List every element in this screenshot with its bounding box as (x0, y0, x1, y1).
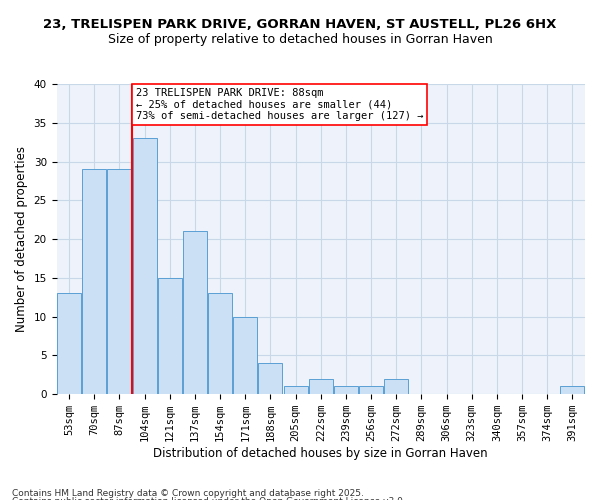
Bar (208, 294, 232, 394)
Bar (359, 386, 383, 394)
Y-axis label: Number of detached properties: Number of detached properties (15, 146, 28, 332)
Bar (183, 232, 207, 394)
Bar (158, 278, 182, 394)
Bar (309, 378, 333, 394)
Text: Contains public sector information licensed under the Open Government Licence v3: Contains public sector information licen… (12, 497, 406, 500)
Bar (334, 386, 358, 394)
Text: Size of property relative to detached houses in Gorran Haven: Size of property relative to detached ho… (107, 32, 493, 46)
Bar (385, 378, 408, 394)
Text: 23, TRELISPEN PARK DRIVE, GORRAN HAVEN, ST AUSTELL, PL26 6HX: 23, TRELISPEN PARK DRIVE, GORRAN HAVEN, … (43, 18, 557, 30)
Bar (57, 294, 81, 394)
Bar (82, 170, 106, 394)
Bar (133, 138, 157, 394)
X-axis label: Distribution of detached houses by size in Gorran Haven: Distribution of detached houses by size … (154, 447, 488, 460)
Bar (107, 170, 131, 394)
Text: 23 TRELISPEN PARK DRIVE: 88sqm
← 25% of detached houses are smaller (44)
73% of : 23 TRELISPEN PARK DRIVE: 88sqm ← 25% of … (136, 88, 423, 121)
Bar (259, 363, 283, 394)
Text: Contains HM Land Registry data © Crown copyright and database right 2025.: Contains HM Land Registry data © Crown c… (12, 488, 364, 498)
Bar (233, 316, 257, 394)
Bar (560, 386, 584, 394)
Bar (284, 386, 308, 394)
